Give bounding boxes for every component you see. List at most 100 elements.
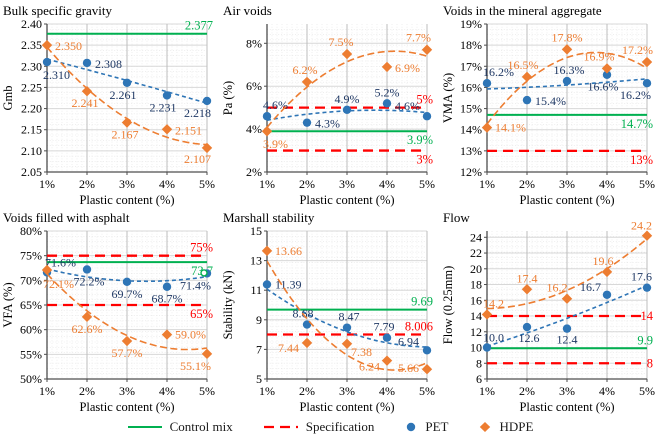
ref-line-label: 14 bbox=[641, 309, 654, 323]
y-tick-label: 16 bbox=[470, 293, 482, 307]
hdpe-point bbox=[601, 63, 613, 74]
data-label: 10.0 bbox=[483, 331, 504, 345]
pet-point bbox=[382, 99, 392, 108]
data-label: 2.151 bbox=[175, 123, 202, 137]
y-tick-label: 60% bbox=[20, 323, 42, 337]
data-label: 71.6% bbox=[45, 255, 76, 269]
data-label: 7.5% bbox=[329, 35, 354, 49]
hdpe-point bbox=[521, 284, 533, 295]
hdpe-point bbox=[41, 264, 53, 276]
pet-trendline bbox=[47, 268, 207, 283]
hdpe-point bbox=[641, 230, 653, 241]
hdpe-point bbox=[301, 337, 313, 349]
data-label: 16.7 bbox=[580, 280, 601, 294]
chart-voids-filled-with-asphalt: 75%73.765%71.6%72.2%69.7%68.7%71.4%72.1%… bbox=[0, 207, 220, 414]
x-tick-label: 2% bbox=[79, 384, 95, 398]
x-tick-label: 1% bbox=[479, 177, 495, 191]
pet-point bbox=[422, 346, 432, 355]
data-label: 59.0% bbox=[175, 328, 206, 342]
data-label: 6.94 bbox=[398, 334, 419, 348]
data-label: 2.350 bbox=[55, 39, 82, 53]
ref-line-label: 3.9% bbox=[407, 133, 433, 147]
chart-title: Voids filled with asphalt bbox=[3, 210, 130, 225]
data-label: 57.7% bbox=[112, 346, 143, 360]
y-tick-labels: 12% 13% 14% 15% 16% 17% 18% 19% bbox=[460, 17, 482, 179]
x-tick-label: 4% bbox=[159, 177, 175, 191]
data-label: 16.2% bbox=[620, 88, 651, 102]
pet-point bbox=[42, 57, 52, 67]
x-tick-labels: 1% 2% 3% 4% 5% bbox=[259, 177, 435, 191]
data-label: 62.6% bbox=[72, 322, 103, 336]
pet-point bbox=[302, 118, 312, 127]
chart-air-voids-svg: 5%3.9%3%4.6%4.3%4.9% 5.2%4.6%3.9%6.2%7.5%… bbox=[221, 3, 435, 207]
x-axis-label: Plastic content (%) bbox=[519, 400, 614, 414]
data-label: 14.1% bbox=[495, 121, 526, 135]
pet-series: 11.398.68 8.477.796.94 bbox=[262, 277, 432, 355]
y-tick-label: 2.10 bbox=[21, 144, 42, 158]
y-tick-label: 10 bbox=[470, 341, 482, 355]
pet-point bbox=[522, 95, 532, 105]
data-label: 2.261 bbox=[110, 88, 137, 102]
hdpe-point bbox=[201, 348, 213, 360]
hdpe-point bbox=[481, 122, 493, 133]
hdpe-series: 2.350 2.241 2.167 2.151 2.107 bbox=[41, 39, 213, 166]
pet-series: 71.6% 72.2% 69.7% 68.7%71.4% bbox=[42, 255, 212, 306]
x-axis-label: Plastic content (%) bbox=[299, 193, 394, 207]
data-label: 68.7% bbox=[152, 292, 183, 306]
y-tick-labels: 5 7 9 11 13 15 bbox=[250, 224, 262, 386]
x-tick-labels: 1% 2% 3% 4% 5% bbox=[39, 177, 215, 191]
ref-line-label: 2.377 bbox=[185, 19, 213, 33]
data-label: 72.2% bbox=[74, 274, 105, 288]
legend-label-control-mix: Control mix bbox=[169, 419, 233, 434]
data-label: 7.38 bbox=[351, 345, 372, 359]
chart-title: Flow bbox=[443, 210, 470, 225]
x-tick-label: 3% bbox=[339, 384, 355, 398]
ref-line-label: 13% bbox=[630, 153, 653, 167]
legend-item-hdpe: HDPE bbox=[478, 419, 533, 435]
legend-item-specification: Specification bbox=[263, 419, 375, 435]
legend-label-specification: Specification bbox=[305, 419, 375, 434]
ref-line-label: 75% bbox=[190, 241, 213, 255]
y-tick-label: 50% bbox=[20, 372, 42, 386]
y-tick-label: 55% bbox=[20, 347, 42, 361]
y-tick-label: 2.30 bbox=[21, 59, 42, 73]
hdpe-series: 3.9% 6.2% 7.5% 6.9% 7.7% bbox=[261, 31, 433, 151]
control-mix-end-marker bbox=[200, 269, 208, 277]
hdpe-point bbox=[301, 76, 313, 88]
x-axis-label: Plastic content (%) bbox=[79, 400, 174, 414]
y-tick-labels: 50% 55% 60% 65% 70% 75% 80% bbox=[20, 224, 42, 386]
pet-point bbox=[262, 280, 272, 289]
pet-point bbox=[342, 323, 352, 332]
pet-point bbox=[122, 277, 132, 287]
chart-voids-in-mineral-aggregate-svg: 14.7%13%16.2%15.4%16.3%16.6%16.2%14.1%16… bbox=[441, 3, 655, 207]
hdpe-point bbox=[561, 44, 573, 55]
y-tick-label: 15 bbox=[250, 224, 262, 238]
y-tick-label: 6 bbox=[476, 372, 482, 386]
x-tick-labels: 1% 2% 3% 4% 5% bbox=[39, 384, 215, 398]
chart-title: Bulk specific gravity bbox=[3, 3, 113, 18]
x-tick-label: 4% bbox=[379, 177, 395, 191]
data-label: 17.2% bbox=[622, 43, 653, 57]
y-tick-label: 2.05 bbox=[21, 165, 42, 179]
pet-point bbox=[482, 79, 492, 88]
pet-trendline bbox=[487, 284, 647, 348]
chart-bulk-specific-gravity: 2.377 2.310 2.308 2.261 2.231 2.218 2.350 2.241… bbox=[0, 0, 220, 207]
pet-series: 10.0 12.6 12.4 16.7 17.6 bbox=[482, 270, 652, 352]
specification-dashed-line-swatch-icon bbox=[263, 421, 299, 433]
x-tick-label: 3% bbox=[119, 384, 135, 398]
x-tick-label: 5% bbox=[419, 384, 435, 398]
y-tick-label: 65% bbox=[20, 298, 42, 312]
hdpe-point bbox=[81, 311, 93, 323]
y-axis-label: Stability (kN) bbox=[221, 270, 235, 339]
data-label: 15.4% bbox=[535, 94, 566, 108]
chart-flow: 14 9.9 8 10.0 12.6 12.4 16.7 17.6 14.2 17.4 16.2 19… bbox=[440, 207, 660, 414]
hdpe-point bbox=[261, 245, 273, 257]
data-label: 6.9% bbox=[395, 61, 420, 75]
data-label: 4.3% bbox=[315, 117, 340, 131]
x-tick-label: 1% bbox=[259, 384, 275, 398]
data-label: 17.6 bbox=[631, 270, 652, 284]
data-label: 17.8% bbox=[552, 30, 583, 44]
legend-item-pet: PET bbox=[404, 419, 448, 435]
ref-line-label: 5% bbox=[416, 93, 433, 107]
